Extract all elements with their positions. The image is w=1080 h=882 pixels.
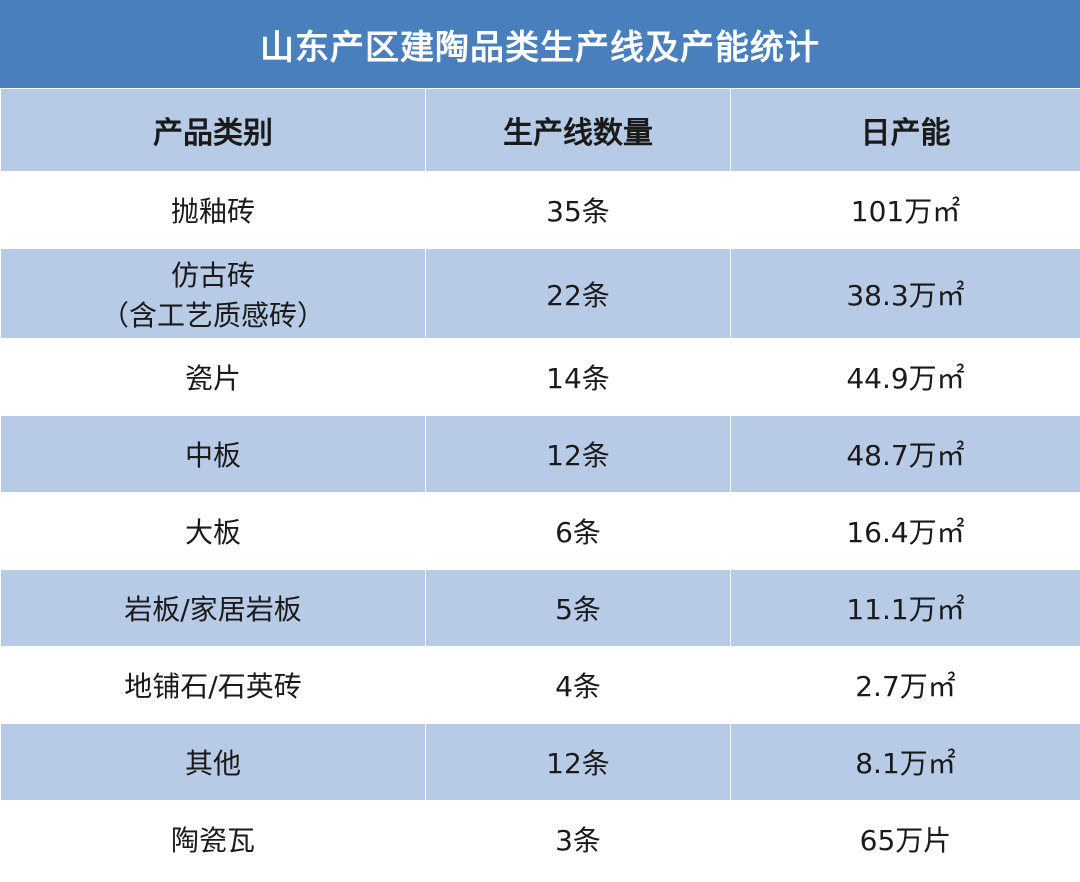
- lines-cell: 12条: [425, 723, 731, 801]
- table-row: 陶瓷瓦 3条 65万片: [0, 800, 1080, 878]
- category-cell: 地铺石/石英砖: [0, 646, 426, 724]
- lines-cell: 3条: [425, 800, 731, 878]
- category-sublabel: （含工艺质感砖）: [100, 298, 325, 332]
- capacity-cell: 101万㎡: [730, 171, 1080, 249]
- table-row: 大板 6条 16.4万㎡: [0, 492, 1080, 570]
- lines-cell: 5条: [425, 569, 731, 647]
- category-cell: 中板: [0, 415, 426, 493]
- lines-cell: 12条: [425, 415, 731, 493]
- lines-cell: 6条: [425, 492, 731, 570]
- table-row: 仿古砖 （含工艺质感砖） 22条 38.3万㎡: [0, 248, 1080, 339]
- capacity-cell: 16.4万㎡: [730, 492, 1080, 570]
- capacity-cell: 38.3万㎡: [730, 248, 1080, 339]
- lines-cell: 4条: [425, 646, 731, 724]
- category-cell: 抛釉砖: [0, 171, 426, 249]
- lines-cell: 22条: [425, 248, 731, 339]
- header-category: 产品类别: [0, 88, 426, 172]
- table-row: 抛釉砖 35条 101万㎡: [0, 171, 1080, 249]
- table-row: 岩板/家居岩板 5条 11.1万㎡: [0, 569, 1080, 647]
- category-cell: 其他: [0, 723, 426, 801]
- capacity-cell: 8.1万㎡: [730, 723, 1080, 801]
- category-label: 仿古砖: [170, 258, 255, 292]
- category-cell: 岩板/家居岩板: [0, 569, 426, 647]
- capacity-table: 产品类别 生产线数量 日产能 抛釉砖 35条 101万㎡ 仿古砖 （含工艺质感砖…: [0, 88, 1080, 878]
- category-cell: 仿古砖 （含工艺质感砖）: [0, 248, 426, 339]
- category-cell: 大板: [0, 492, 426, 570]
- category-cell: 陶瓷瓦: [0, 800, 426, 878]
- table-row: 中板 12条 48.7万㎡: [0, 415, 1080, 493]
- capacity-cell: 11.1万㎡: [730, 569, 1080, 647]
- header-lines: 生产线数量: [425, 88, 731, 172]
- table-row: 其他 12条 8.1万㎡: [0, 723, 1080, 801]
- capacity-cell: 48.7万㎡: [730, 415, 1080, 493]
- capacity-cell: 65万片: [730, 800, 1080, 878]
- table-row: 瓷片 14条 44.9万㎡: [0, 338, 1080, 416]
- capacity-cell: 44.9万㎡: [730, 338, 1080, 416]
- table-title: 山东产区建陶品类生产线及产能统计: [0, 0, 1080, 88]
- header-daily-capacity: 日产能: [730, 88, 1080, 172]
- header-row: 产品类别 生产线数量 日产能: [0, 88, 1080, 172]
- lines-cell: 35条: [425, 171, 731, 249]
- capacity-cell: 2.7万㎡: [730, 646, 1080, 724]
- category-cell: 瓷片: [0, 338, 426, 416]
- lines-cell: 14条: [425, 338, 731, 416]
- table-row: 地铺石/石英砖 4条 2.7万㎡: [0, 646, 1080, 724]
